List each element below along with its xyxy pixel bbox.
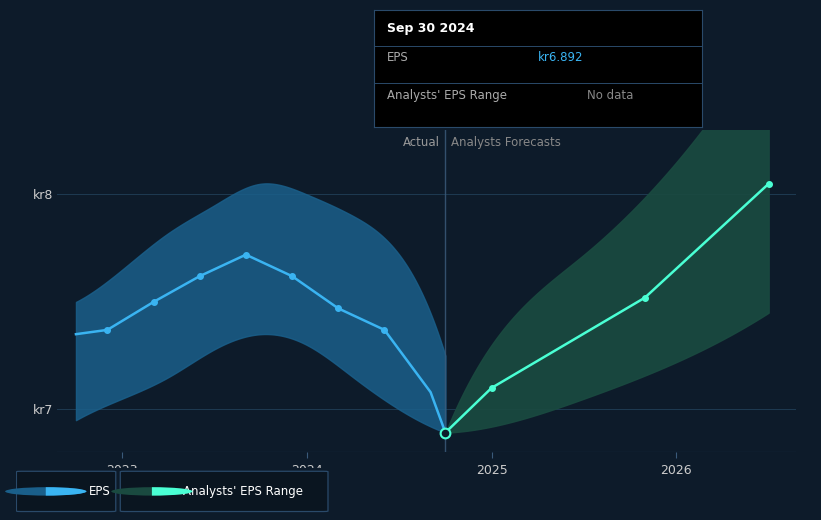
FancyBboxPatch shape xyxy=(121,471,328,512)
Text: Analysts' EPS Range: Analysts' EPS Range xyxy=(184,485,304,498)
Wedge shape xyxy=(152,487,193,496)
Text: Analysts Forecasts: Analysts Forecasts xyxy=(451,136,561,149)
Text: Actual: Actual xyxy=(403,136,440,149)
Text: Sep 30 2024: Sep 30 2024 xyxy=(387,22,475,35)
Text: kr6.892: kr6.892 xyxy=(538,51,583,64)
Circle shape xyxy=(112,487,193,496)
Text: EPS: EPS xyxy=(89,485,110,498)
Text: Analysts' EPS Range: Analysts' EPS Range xyxy=(387,89,507,102)
FancyBboxPatch shape xyxy=(16,471,116,512)
Wedge shape xyxy=(46,487,86,496)
Circle shape xyxy=(5,487,86,496)
Text: EPS: EPS xyxy=(387,51,408,64)
Text: No data: No data xyxy=(587,89,633,102)
